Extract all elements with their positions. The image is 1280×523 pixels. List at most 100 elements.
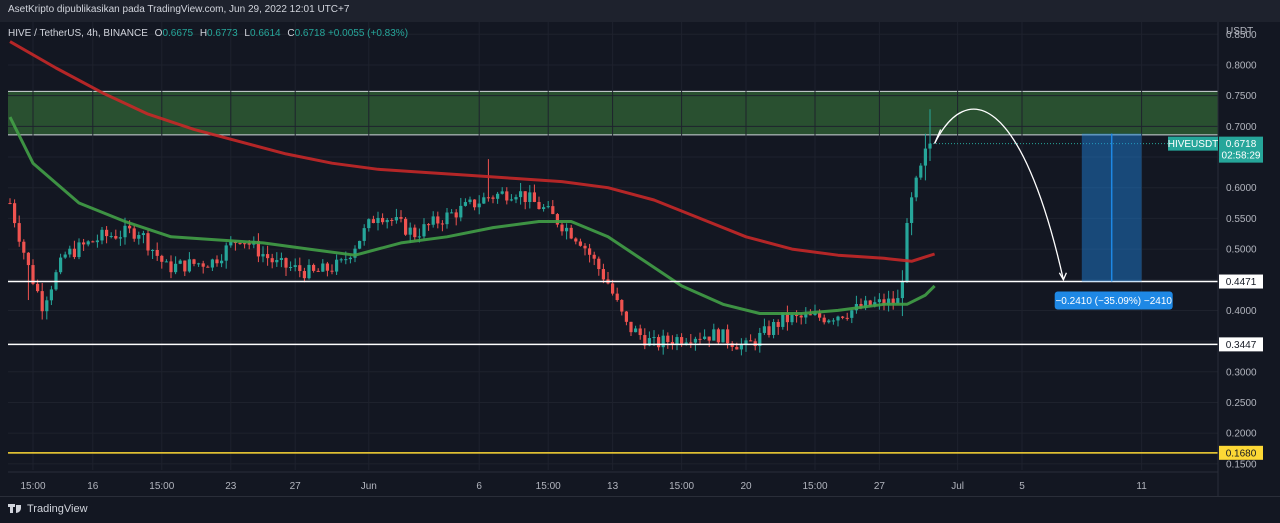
candle-body	[528, 192, 532, 203]
candle-body	[505, 191, 509, 201]
last-price-label: 0.6718	[1226, 139, 1257, 150]
candle-body	[891, 298, 895, 304]
candle-body	[376, 217, 380, 224]
ma-slow-line	[9, 40, 936, 263]
candle-body	[463, 202, 467, 206]
legend-close: 0.6718	[294, 28, 326, 39]
candle-body	[371, 219, 375, 224]
candle-body	[726, 329, 730, 344]
candle-body	[491, 197, 495, 199]
candle-body	[187, 259, 191, 272]
x-tick-label: 16	[87, 481, 99, 492]
candle-body	[348, 257, 352, 260]
candle-body	[500, 191, 504, 194]
candle-body	[592, 254, 596, 259]
candle-body	[431, 216, 435, 225]
brand-label: TradingView	[27, 503, 88, 515]
candle-body	[836, 316, 840, 321]
candle-body	[192, 259, 196, 264]
candle-body	[45, 300, 49, 312]
candle-body	[229, 241, 233, 246]
candle-body	[302, 271, 306, 279]
candle-body	[307, 264, 311, 279]
candle-body	[220, 260, 224, 264]
candle-body	[767, 326, 771, 335]
candle-body	[427, 224, 431, 226]
candle-body	[137, 235, 141, 239]
candle-body	[141, 233, 145, 236]
legend-o-label: O	[154, 28, 163, 39]
candle-body	[574, 238, 578, 242]
candle-body	[611, 283, 615, 294]
candle-body	[523, 191, 527, 203]
tradingview-logo[interactable]: TradingView	[8, 503, 88, 515]
candle-body	[818, 313, 822, 318]
candle-body	[864, 300, 868, 308]
candle-body	[634, 328, 638, 333]
candle-body	[477, 203, 481, 208]
x-tick-label: 15:00	[149, 481, 174, 492]
candle-body	[210, 259, 214, 268]
x-tick-label: 27	[874, 481, 886, 492]
candle-body	[799, 315, 803, 318]
candle-body	[128, 225, 132, 229]
candle-body	[408, 227, 412, 235]
candle-body	[776, 321, 780, 327]
candle-body	[578, 241, 582, 246]
candle-body	[289, 267, 293, 269]
x-tick-label: 15:00	[669, 481, 694, 492]
candle-body	[537, 201, 541, 210]
x-tick-label: 11	[1136, 481, 1147, 492]
candle-body	[684, 342, 688, 344]
candle-body	[118, 237, 122, 239]
candle-body	[762, 326, 766, 333]
candle-body	[588, 248, 592, 255]
ma-fast-line	[8, 116, 936, 315]
y-tick-label: 0.7500	[1226, 91, 1257, 102]
candle-body	[486, 197, 490, 199]
x-tick-label: 5	[1019, 481, 1025, 492]
candle-body	[59, 257, 63, 273]
candle-body	[417, 236, 421, 238]
support-3-tag-label: 0.1680	[1226, 448, 1257, 459]
candle-body	[569, 227, 573, 239]
legend-open: 0.6675	[162, 28, 194, 39]
candle-body	[284, 258, 288, 268]
y-tick-label: 0.2000	[1226, 429, 1257, 440]
tradingview-logo-icon	[8, 503, 22, 513]
candle-body	[394, 217, 398, 221]
candle-body	[910, 197, 914, 223]
legend-low: 0.6614	[249, 28, 281, 39]
candle-body	[877, 299, 881, 303]
candle-body	[808, 314, 812, 316]
candle-body	[601, 269, 605, 280]
candle-body	[785, 312, 789, 323]
support-2-tag-label: 0.3447	[1226, 340, 1257, 351]
support-3-tag	[1219, 445, 1263, 460]
candle-body	[344, 259, 348, 261]
candle-body	[560, 224, 564, 232]
candle-body	[358, 240, 362, 249]
y-tick-label: 0.3000	[1226, 367, 1257, 378]
candle-body	[565, 227, 569, 232]
symbol-tag-label: HIVEUSDT	[1168, 139, 1219, 150]
y-tick-label: 0.2500	[1226, 398, 1257, 409]
candle-body	[49, 289, 53, 301]
candle-body	[923, 148, 927, 166]
candle-body	[270, 258, 274, 263]
published-by-text: AsetKripto dipublikasikan pada TradingVi…	[8, 4, 350, 15]
x-tick-label: 23	[225, 481, 237, 492]
candle-body	[266, 254, 270, 259]
candle-body	[36, 283, 40, 292]
projection-curve	[934, 108, 1065, 280]
candle-body	[256, 240, 260, 257]
candle-body	[670, 342, 674, 345]
x-tick-label: 6	[476, 481, 482, 492]
candle-body	[652, 337, 656, 339]
candle-body	[868, 300, 872, 306]
projection-start	[934, 129, 942, 144]
candle-body	[583, 245, 587, 249]
candle-body	[178, 260, 182, 264]
candle-body	[404, 218, 408, 235]
